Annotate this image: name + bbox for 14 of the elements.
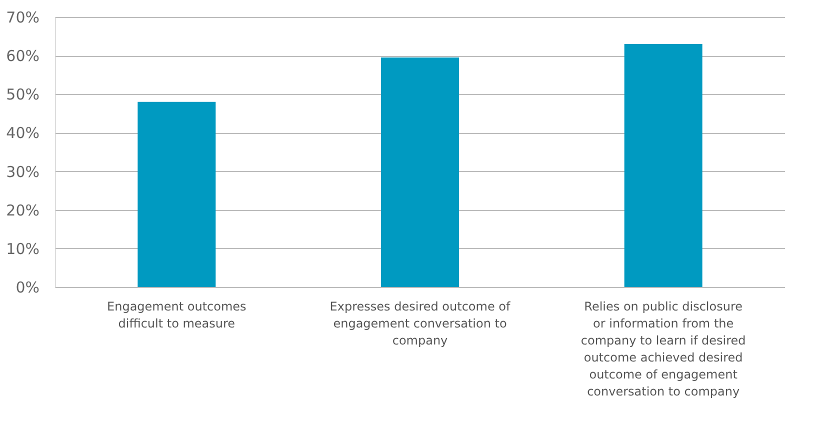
y-tick-label: 0% bbox=[16, 278, 40, 296]
y-tick-label: 70% bbox=[6, 8, 40, 26]
y-tick-label: 20% bbox=[6, 201, 40, 220]
y-tick-label: 30% bbox=[6, 162, 40, 181]
y-tick-label: 60% bbox=[6, 47, 40, 66]
x-tick-label: Expresses desired outcome of engagement conversation to company bbox=[330, 300, 511, 348]
x-tick-label: Relies on public disclosure or information from the company to learn if desired outcome achieved desired outcome of engagement conversation to company bbox=[580, 300, 746, 398]
y-tick-label: 10% bbox=[6, 240, 40, 258]
x-tick-label: Engagement outcomes difficult to measure bbox=[107, 300, 246, 330]
bar bbox=[624, 44, 702, 287]
bar bbox=[138, 102, 216, 287]
bar bbox=[381, 58, 459, 287]
y-tick-label: 40% bbox=[6, 124, 40, 142]
y-tick-label: 50% bbox=[6, 86, 40, 104]
